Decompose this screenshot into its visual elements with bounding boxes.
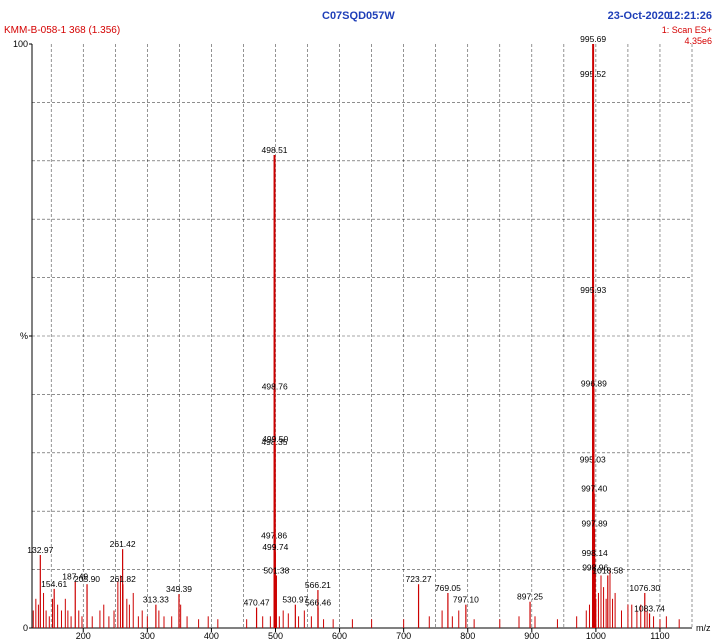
x-tick-label: 200: [76, 631, 91, 639]
x-tick-label: 700: [396, 631, 411, 639]
peak-label: 566.46: [305, 598, 331, 608]
x-tick-label: 800: [460, 631, 475, 639]
peak-label: 499.74: [262, 542, 288, 552]
x-tick-label: 1000: [586, 631, 606, 639]
peak-label: 797.10: [453, 595, 479, 605]
peak-label: 154.61: [41, 579, 67, 589]
peak-label: 132.97: [27, 545, 53, 555]
x-tick-label: 600: [332, 631, 347, 639]
peak-label: 313.33: [143, 595, 169, 605]
peak-label: 566.21: [305, 580, 331, 590]
peak-label: 498.51: [262, 145, 288, 155]
peak-label: 470.47: [244, 598, 270, 608]
peak-label: 897.25: [517, 592, 543, 602]
peak-label: 1076.30: [629, 583, 660, 593]
run-date: 23-Oct-2020: [607, 10, 670, 22]
peak-label: 205.90: [74, 574, 100, 584]
base-peak-intensity: 4.35e6: [684, 36, 712, 46]
peak-label: 498.76: [262, 381, 288, 391]
x-tick-label: 900: [524, 631, 539, 639]
peak-label: 1018.58: [592, 565, 623, 575]
y-tick-label: 100: [13, 39, 28, 49]
peak-label: 261.42: [110, 539, 136, 549]
peak-label: 1083.74: [634, 603, 665, 613]
sample-id-label: KMM-B-058-1 368 (1.356): [4, 25, 121, 36]
x-tick-label: 500: [268, 631, 283, 639]
peak-label: 995.69: [580, 34, 606, 44]
peak-label: 723.27: [406, 574, 432, 584]
x-axis-label: m/z: [696, 623, 711, 633]
peak-label: 499.50: [262, 434, 288, 444]
peak-label: 996.89: [581, 379, 607, 389]
peak-label: 261.82: [110, 574, 136, 584]
scan-mode-label: 1: Scan ES+: [661, 25, 712, 35]
x-tick-label: 1100: [650, 631, 669, 639]
run-id-title: C07SQD057W: [322, 10, 395, 22]
peak-label: 998.14: [582, 548, 608, 558]
y-tick-label: 0: [23, 623, 28, 633]
peak-label: 501.38: [263, 565, 289, 575]
x-tick-label: 300: [140, 631, 155, 639]
peak-label: 998.96: [582, 563, 608, 573]
peak-label: 530.97: [282, 595, 308, 605]
peak-label: 187.49: [62, 571, 88, 581]
peak-label: 997.40: [581, 484, 607, 494]
x-tick-label: 400: [204, 631, 219, 639]
peak-label: 349.39: [166, 584, 192, 594]
peak-label: 997.89: [582, 519, 608, 529]
y-tick-label: %: [20, 331, 28, 341]
peak-label: 995.93: [580, 285, 606, 295]
peak-label: 769.05: [435, 583, 461, 593]
run-time: 12:21:26: [667, 10, 712, 22]
